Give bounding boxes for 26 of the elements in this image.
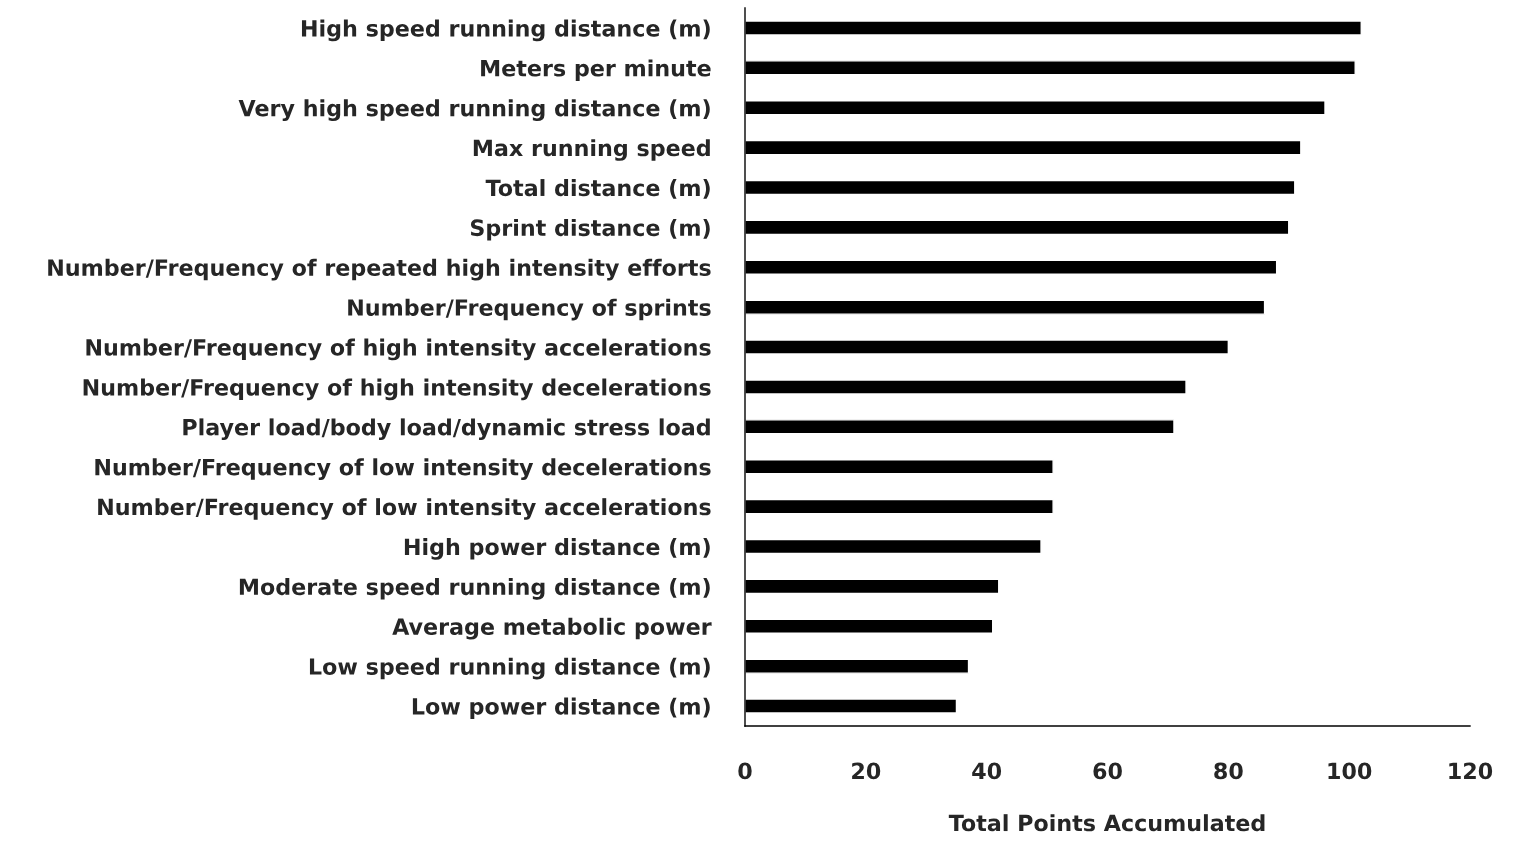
y-tick-label: Total distance (m) bbox=[485, 179, 710, 199]
x-tick-label: 80 bbox=[1214, 762, 1243, 780]
x-tick-label: 40 bbox=[972, 762, 1002, 780]
x-tick-label: 120 bbox=[1449, 762, 1493, 780]
x-tick-label: 0 bbox=[738, 762, 752, 780]
y-tick-label: Average metabolic power bbox=[392, 617, 712, 640]
y-tick-label: Player load/body load/dynamic stress load bbox=[183, 418, 710, 441]
y-tick-label: Number/Frequency of sprints bbox=[348, 298, 711, 321]
y-tick-label: Low power distance (m) bbox=[412, 697, 710, 720]
y-tick-label: Number/Frequency of low intensity accelerations bbox=[98, 498, 711, 520]
x-tick-label: 60 bbox=[1093, 762, 1122, 780]
y-tick-label: Low speed running distance (m) bbox=[309, 657, 710, 680]
x-axis-title: Total Points Accumulated bbox=[948, 814, 1265, 832]
x-tick-label: 100 bbox=[1328, 762, 1372, 780]
y-tick-label: Sprint distance (m) bbox=[470, 218, 710, 241]
y-tick-label: High speed running distance (m) bbox=[301, 19, 710, 42]
x-tick-label: 20 bbox=[852, 762, 881, 780]
y-tick-label: Moderate speed running distance (m) bbox=[239, 577, 710, 600]
y-tick-label: Number/Frequency of low intensity decelerations bbox=[95, 458, 711, 480]
y-tick-label: Max running speed bbox=[473, 139, 710, 161]
y-tick-label: Number/Frequency of repeated high intensity efforts bbox=[48, 258, 711, 281]
y-tick-label: Meters per minute bbox=[481, 59, 711, 81]
y-tick-label: Number/Frequency of high intensity decelerations bbox=[83, 378, 711, 401]
y-tick-label: Very high speed running distance (m) bbox=[238, 99, 710, 121]
y-tick-label: High power distance (m) bbox=[404, 538, 710, 560]
y-tick-label: Number/Frequency of high intensity accelerations bbox=[86, 338, 711, 361]
